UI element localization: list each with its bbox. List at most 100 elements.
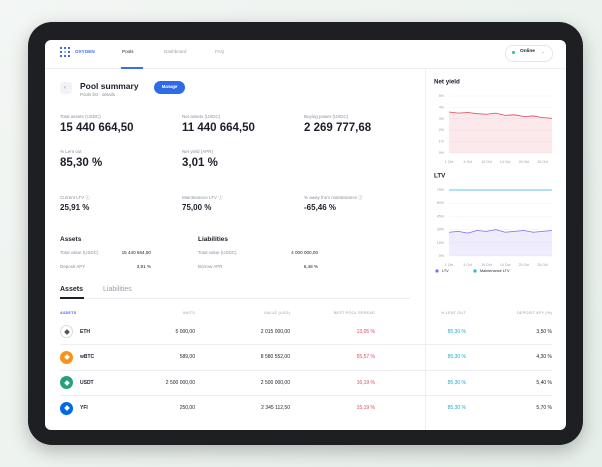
- x-tick-label: 26 Oct: [537, 160, 548, 164]
- back-icon: ‹: [64, 85, 66, 91]
- area: [449, 229, 552, 256]
- cell: 15,19 %: [356, 405, 375, 411]
- row-value: 6,48 %: [303, 264, 318, 269]
- manage-button[interactable]: [154, 81, 185, 94]
- x-tick-label: 20 Oct: [519, 263, 530, 267]
- x-tick-label: 10 Oct: [481, 160, 492, 164]
- cell: 5,40 %: [536, 379, 552, 386]
- y-tick-label: 30%: [437, 228, 445, 232]
- x-tick-label: 4 Oct: [463, 263, 472, 267]
- y-tick-label: 75%: [437, 188, 445, 192]
- cell: 589,00: [179, 354, 195, 360]
- cell: 250,00: [179, 405, 195, 411]
- cell: 8 580 552,00: [260, 354, 290, 360]
- screen: OXYGEN Online ⌄ ‹ Pool summary Pools lis…: [45, 40, 566, 430]
- tab: Assets: [60, 286, 83, 293]
- charts: Net yield 0% 1% 2% 3% 4% 5% 1 Oct 4 Oct 10 Oct 14 …: [434, 79, 553, 273]
- chart-title: LTV: [434, 173, 446, 180]
- brand: OXYGEN: [75, 49, 95, 54]
- page-title: Pool summary: [80, 81, 139, 91]
- cell: 2 500 000,00: [165, 379, 195, 386]
- info-icon[interactable]: ⓘ: [84, 195, 90, 200]
- cell: 55,57 %: [356, 354, 375, 360]
- column-header: UNITS: [182, 311, 195, 315]
- cell: 16,19 %: [356, 379, 375, 386]
- stat-label: % away from maintenance ⓘ: [304, 195, 363, 200]
- stat-label: Maintenance LTV ⓘ: [182, 195, 223, 200]
- row-label: Deposit APY: [60, 264, 86, 269]
- cell: 85,30 %: [447, 379, 466, 386]
- status-dot: [512, 51, 515, 54]
- back-button[interactable]: [60, 82, 72, 94]
- active-tab-underline: [121, 67, 143, 69]
- y-tick-label: 45%: [437, 214, 445, 218]
- cell: 85,30 %: [447, 328, 466, 335]
- status-pill[interactable]: [505, 45, 553, 62]
- y-tick-label: 3%: [439, 117, 445, 121]
- row-divider: [60, 395, 552, 396]
- row-label: Borrow APR: [198, 264, 223, 269]
- cell: 85,30 %: [447, 354, 466, 360]
- y-tick-label: 60%: [437, 201, 445, 205]
- active-tab-underline: [60, 297, 84, 299]
- y-tick-label: 0%: [439, 254, 445, 258]
- section-title: Assets: [60, 236, 82, 243]
- stat-label: Total assets (USDC): [60, 114, 101, 119]
- asset-name: ETH: [80, 328, 90, 335]
- y-tick-label: 1%: [439, 140, 445, 144]
- asset-name: USDT: [80, 379, 94, 386]
- cell: 2 345 112,50: [261, 405, 290, 411]
- cell: 13,05 %: [356, 328, 375, 335]
- section-title: Liabilities: [198, 236, 228, 243]
- chevron: ⌄: [541, 49, 545, 54]
- x-tick-label: 10 Oct: [481, 263, 492, 267]
- stat-label: Buying power (USDC): [304, 114, 349, 119]
- logo: [60, 47, 70, 57]
- nav-tab: Dashboard: [164, 49, 187, 54]
- x-tick-label: 1 Oct: [445, 263, 454, 267]
- stat-value: 75,00 %: [182, 203, 212, 212]
- cell: 4,30 %: [536, 354, 552, 360]
- y-tick-label: 5%: [439, 94, 445, 98]
- status: Online: [520, 49, 535, 54]
- panel-divider: [425, 68, 426, 430]
- column-header: % LENT OUT: [440, 311, 466, 315]
- stat-value: -65,46 %: [304, 203, 337, 212]
- stat-value: 15 440 664,50: [60, 122, 134, 134]
- stat-value: 2 269 777,68: [304, 122, 372, 134]
- cell: 5,70 %: [536, 405, 552, 411]
- x-tick-label: 1 Oct: [445, 160, 454, 164]
- info-icon[interactable]: ⓘ: [357, 195, 363, 200]
- x-tick-label: 14 Oct: [500, 160, 511, 164]
- tab: Liabilities: [103, 286, 132, 293]
- info-icon[interactable]: ⓘ: [216, 195, 223, 200]
- row-value: 15 440 664,50: [121, 250, 151, 255]
- asset-name: YFI: [80, 405, 88, 411]
- stat-label: Net assets (USDC): [182, 114, 221, 119]
- asset-name: wBTC: [80, 354, 95, 360]
- y-tick-label: 0%: [439, 151, 445, 155]
- nav-tab: Pools: [122, 49, 134, 54]
- column-header: BEST POOL SPREAD: [333, 311, 375, 315]
- y-tick-label: 15%: [437, 241, 445, 245]
- row-divider: [60, 369, 552, 371]
- y-tick-label: 4%: [439, 105, 445, 109]
- legend-label: LTV: [442, 269, 449, 273]
- line: [448, 111, 553, 119]
- column-header: ASSETS: [60, 311, 77, 315]
- x-tick-label: 14 Oct: [500, 263, 511, 267]
- nav-tab: FAQ: [215, 49, 225, 54]
- column-header: VALUE (USD): [264, 311, 290, 315]
- x-tick-label: 26 Oct: [537, 263, 548, 267]
- stat-value: 11 440 664,50: [182, 122, 255, 134]
- row-label: Total value (USDC): [198, 250, 237, 255]
- stat-value: 85,30 %: [60, 157, 103, 169]
- cell: 2 500 000,00: [260, 379, 290, 386]
- x-tick-label: 4 Oct: [463, 160, 472, 164]
- chart-title: Net yield: [434, 79, 460, 86]
- line: [448, 229, 553, 234]
- stat-label: Current LTV ⓘ: [60, 195, 90, 200]
- stat-label: % Lent out: [60, 149, 82, 154]
- cell: 2 015 000,00: [260, 328, 290, 335]
- manage-label: Manage: [161, 84, 178, 89]
